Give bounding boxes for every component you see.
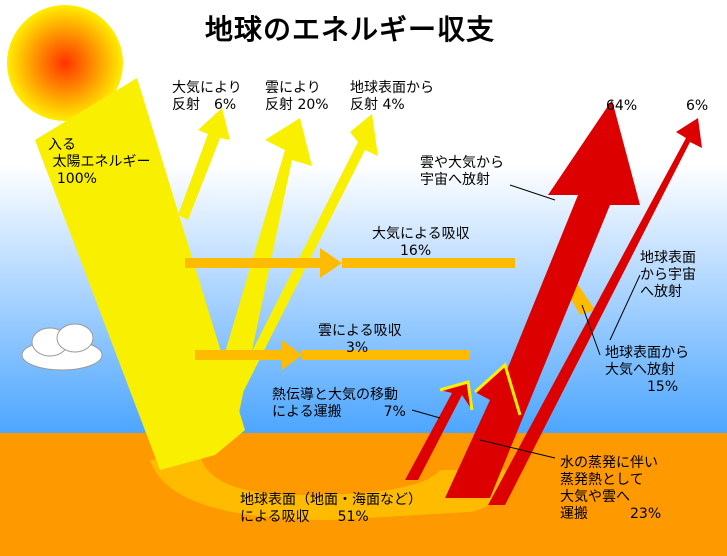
surface-space-emission-arrow — [488, 118, 702, 505]
conduction-arrow — [405, 382, 472, 480]
label-cloud-absorption: 雲による吸収 3% — [318, 323, 402, 356]
cloud-icon — [21, 323, 103, 371]
leader-lines — [411, 184, 641, 459]
diagram-title: 地球のエネルギー収支 — [205, 13, 496, 46]
label-conduction: 熱伝導と大気の移動 による運搬 7% — [272, 387, 406, 420]
label-atmosphere-absorption: 大気による吸収 16% — [372, 226, 470, 259]
label-surface-reflection: 地球表面から 反射 4% — [350, 80, 434, 113]
label-atmosphere-reflection: 大気により 反射 6% — [172, 80, 242, 113]
label-surface-absorption: 地球表面（地面・海面など） による吸収 51% — [240, 492, 422, 525]
label-incoming: 入る 太陽エネルギー 100% — [48, 137, 151, 187]
label-out-64: 64% — [606, 98, 638, 114]
cloud-absorption-arrow — [195, 340, 470, 370]
label-cloud-reflection: 雲により 反射 20% — [265, 80, 329, 113]
sun-icon — [7, 5, 123, 121]
atmosphere-reflection-arrow — [178, 108, 230, 220]
label-evaporation: 水の蒸発に伴い 蒸発熱として 大気や雲へ 運搬 23% — [560, 455, 662, 522]
label-out-6: 6% — [686, 98, 709, 114]
incoming-solar-beam — [35, 78, 245, 470]
label-surface-atmosphere-emission: 地球表面から 大気へ放射 15% — [605, 345, 689, 395]
evaporation-arrow — [445, 365, 520, 498]
label-surface-space-emission: 地球表面 から宇宙 へ放射 — [640, 250, 696, 300]
surface-absorption-band — [150, 455, 505, 520]
label-cloud-atmosphere-emission: 雲や大気から 宇宙へ放射 — [420, 155, 504, 188]
